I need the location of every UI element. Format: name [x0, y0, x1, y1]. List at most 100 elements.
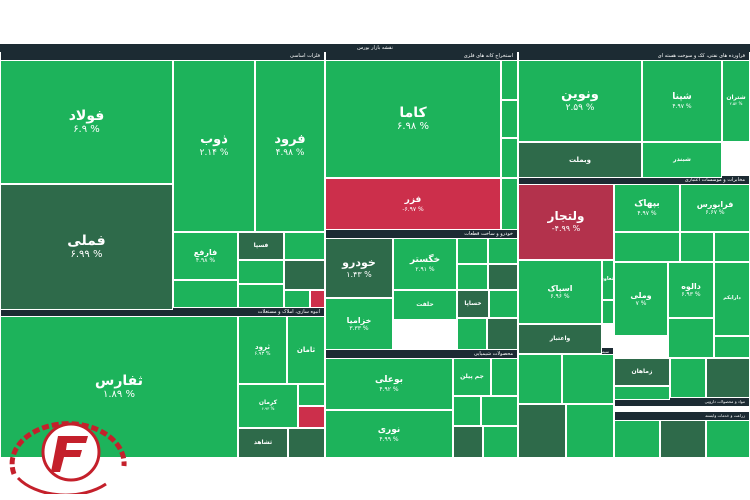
tile-small[interactable] — [714, 336, 750, 358]
tile[interactable]: شپنا ۴.۹۷ % — [642, 60, 722, 142]
tile-small[interactable] — [518, 404, 566, 458]
tile-small[interactable] — [453, 426, 483, 458]
tile[interactable]: شبندر — [642, 142, 722, 178]
tile-small[interactable] — [668, 318, 714, 358]
tile[interactable]: اسپاک ۶.۹۶ % — [518, 260, 602, 324]
tile-symbol: اسپاک — [547, 283, 573, 293]
tile[interactable]: وبملت — [518, 142, 642, 178]
tile[interactable]: کرمان ۶.۹۳ % — [238, 384, 298, 428]
tile-small[interactable] — [614, 386, 670, 400]
tile[interactable]: خساپا — [457, 290, 489, 318]
tile[interactable]: خزامیا ۳.۳۳ % — [325, 298, 393, 350]
tile[interactable]: جم پیلن — [453, 358, 491, 396]
tile[interactable]: فرود ۴.۹۸ % — [255, 60, 325, 232]
tile[interactable]: ذوب ۲.۱۴ % — [173, 60, 255, 232]
tile[interactable]: فارفع ۴.۹۸ % — [173, 232, 238, 280]
tile[interactable]: حلفت — [393, 290, 457, 320]
tile-small[interactable] — [310, 290, 325, 308]
tile-small[interactable] — [562, 354, 614, 404]
tile-change: ۴.۹۷ % — [637, 209, 657, 217]
tile-change: ۴.۹۷ % — [672, 102, 692, 110]
tile[interactable]: خودرو ۱.۴۳ % — [325, 238, 393, 298]
tile[interactable]: فسپا — [238, 232, 284, 260]
tile-small[interactable] — [614, 420, 660, 458]
tile[interactable]: بوعلی ۴.۹۲ % — [325, 358, 453, 410]
tile-symbol: خزامیا — [346, 315, 372, 325]
tile-symbol: ولتجار — [547, 209, 585, 224]
tile[interactable]: شتران ۲.۵۲ % — [722, 60, 750, 142]
tile-small[interactable] — [489, 290, 518, 318]
tile[interactable]: وتعاون — [602, 260, 614, 300]
tile-change: ۲.۵۹ % — [565, 103, 595, 114]
sector-header: انبوه سازی، املاک و مستغلات — [0, 308, 325, 316]
tile-small[interactable] — [706, 420, 750, 458]
tile-change: ۶.۹ % — [73, 124, 100, 136]
tile-symbol: ونوین — [561, 87, 599, 103]
tile-small[interactable] — [518, 354, 562, 404]
tile-small[interactable] — [173, 280, 238, 308]
tile-small[interactable] — [483, 426, 518, 458]
tile-small[interactable] — [298, 406, 325, 428]
tile-small[interactable] — [487, 318, 518, 350]
tile-small[interactable] — [660, 420, 706, 458]
tile-small[interactable] — [491, 358, 518, 396]
tile-small[interactable] — [602, 300, 614, 324]
tile-small[interactable] — [288, 428, 325, 458]
tile-change: ۴.۹۸ % — [195, 257, 216, 264]
tile-small[interactable] — [501, 178, 518, 230]
tile[interactable]: دالوه ۶.۹۳ % — [668, 262, 714, 318]
tile-small[interactable] — [714, 232, 750, 262]
tile-small[interactable] — [501, 100, 518, 138]
tile[interactable]: بپهاک ۴.۹۷ % — [614, 184, 680, 232]
tile-small[interactable] — [706, 358, 750, 398]
tile[interactable]: ثفارس ۱.۸۹ % — [0, 316, 238, 458]
tile-small[interactable] — [481, 396, 518, 426]
tile-small[interactable] — [238, 260, 284, 284]
tile-change: ۶.۹۸ % — [397, 121, 429, 133]
tile[interactable]: فرابورس ۶.۶۷ % — [680, 184, 750, 232]
tile-small[interactable] — [457, 238, 488, 264]
tile[interactable]: نوری ۴.۹۹ % — [325, 410, 453, 458]
tile[interactable]: زماهان — [614, 358, 670, 386]
tile-symbol: خودرو — [342, 255, 376, 269]
tile-small[interactable] — [501, 138, 518, 178]
sector-header: فلزات اساسی — [0, 52, 325, 60]
sector-header: زراعت و خدمات وابسته — [614, 412, 750, 420]
tile-small[interactable] — [501, 60, 518, 100]
tile[interactable]: ثشاهد — [238, 428, 288, 458]
tile-symbol: خگستر — [409, 255, 441, 266]
tile[interactable]: خگستر ۲.۹۱ % — [393, 238, 457, 290]
tile-change: ۶.۹۳ % — [261, 406, 275, 412]
tile-symbol: فرابورس — [696, 199, 734, 209]
tile[interactable]: وملی ۷ % — [614, 262, 668, 336]
tile-change: -۴.۹۹ % — [551, 224, 581, 234]
tile-symbol: شتران — [726, 94, 746, 102]
tile-small[interactable] — [488, 264, 518, 290]
tile-small[interactable] — [457, 318, 487, 350]
tile[interactable]: واعتبار — [518, 324, 602, 354]
tile-small[interactable] — [680, 232, 714, 262]
tile[interactable]: کاما ۶.۹۸ % — [325, 60, 501, 178]
tile[interactable]: ونوین ۲.۵۹ % — [518, 60, 642, 142]
sector-header: فراورده های نفتی، کک و سوخت هسته ای — [518, 52, 750, 60]
tile-change: ۴.۹۹ % — [379, 435, 399, 443]
tile[interactable]: ثامان — [287, 316, 325, 384]
tile-small[interactable] — [284, 232, 325, 260]
tile-small[interactable] — [457, 264, 488, 290]
tile-small[interactable] — [614, 232, 680, 262]
tile-symbol: فارفع — [193, 247, 218, 257]
tile-small[interactable] — [670, 358, 706, 398]
tile-small[interactable] — [238, 284, 284, 308]
tile[interactable]: فزر -۶.۹۷ % — [325, 178, 501, 230]
tile-small[interactable] — [298, 384, 325, 406]
tile-small[interactable] — [284, 260, 325, 290]
tile[interactable]: دارایکم — [714, 262, 750, 336]
tile-small[interactable] — [453, 396, 481, 426]
tile-small[interactable] — [488, 238, 518, 264]
tile[interactable]: فولاد ۶.۹ % — [0, 60, 173, 184]
tile-small[interactable] — [566, 404, 614, 458]
tile[interactable]: ولتجار -۴.۹۹ % — [518, 184, 614, 260]
tile[interactable]: فملی ۶.۹۹ % — [0, 184, 173, 310]
tile[interactable]: ثرود ۶.۹۳ % — [238, 316, 287, 384]
tile-small[interactable] — [284, 290, 310, 308]
